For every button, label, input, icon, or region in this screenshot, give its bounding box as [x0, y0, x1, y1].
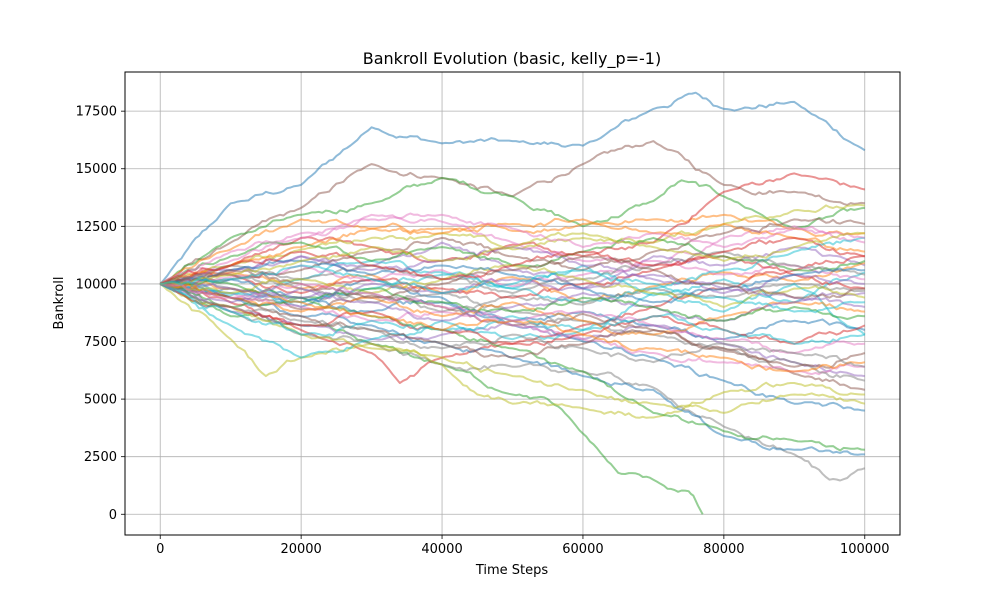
y-tick-label: 7500	[84, 335, 117, 350]
series-line-1	[159, 91, 866, 285]
series-line-47	[160, 282, 865, 354]
y-tick-label: 10000	[76, 277, 117, 292]
y-tick-label: 0	[109, 508, 117, 523]
series-line-30	[159, 236, 865, 304]
y-axis-label: Bankroll	[52, 277, 67, 330]
series-line-22	[160, 217, 865, 285]
series-line-45	[160, 273, 866, 308]
x-axis: 0 20000 40000 60000 80000 100000	[156, 535, 890, 557]
x-tick-label: 100000	[840, 542, 890, 557]
series-line-6	[159, 213, 865, 285]
series-line-19	[159, 283, 865, 419]
x-tick-label: 80000	[703, 542, 744, 557]
x-tick-label: 40000	[421, 542, 462, 557]
series-line-46	[160, 255, 865, 299]
y-tick-label: 5000	[84, 393, 117, 408]
series-line-9	[159, 203, 865, 285]
x-tick-label: 0	[156, 542, 164, 557]
series-line-38	[159, 250, 866, 295]
y-tick-label: 15000	[76, 162, 117, 177]
x-tick-label: 20000	[280, 542, 321, 557]
series-line-26	[160, 217, 866, 287]
x-tick-label: 60000	[562, 542, 603, 557]
series-line-49	[160, 231, 865, 286]
series-line-50	[160, 264, 865, 314]
series-line-37	[159, 212, 865, 285]
y-tick-label: 17500	[76, 105, 117, 120]
chart-title: Bankroll Evolution (basic, kelly_p=-1)	[363, 49, 661, 69]
series-line-29	[159, 282, 866, 414]
series-line-27	[160, 282, 865, 376]
series-lines	[159, 91, 866, 515]
y-axis: 0 2500 5000 7500 10000 12500 15000 17500	[76, 105, 125, 523]
y-tick-label: 2500	[84, 450, 117, 465]
series-line-3	[159, 177, 865, 285]
series-line-5	[159, 172, 866, 285]
series-line-48	[159, 282, 866, 368]
x-axis-label: Time Steps	[475, 563, 549, 578]
series-line-40	[159, 283, 866, 345]
series-line-4	[159, 213, 865, 285]
series-line-44	[159, 236, 866, 285]
y-tick-label: 12500	[76, 220, 117, 235]
plot-frame	[124, 71, 901, 536]
